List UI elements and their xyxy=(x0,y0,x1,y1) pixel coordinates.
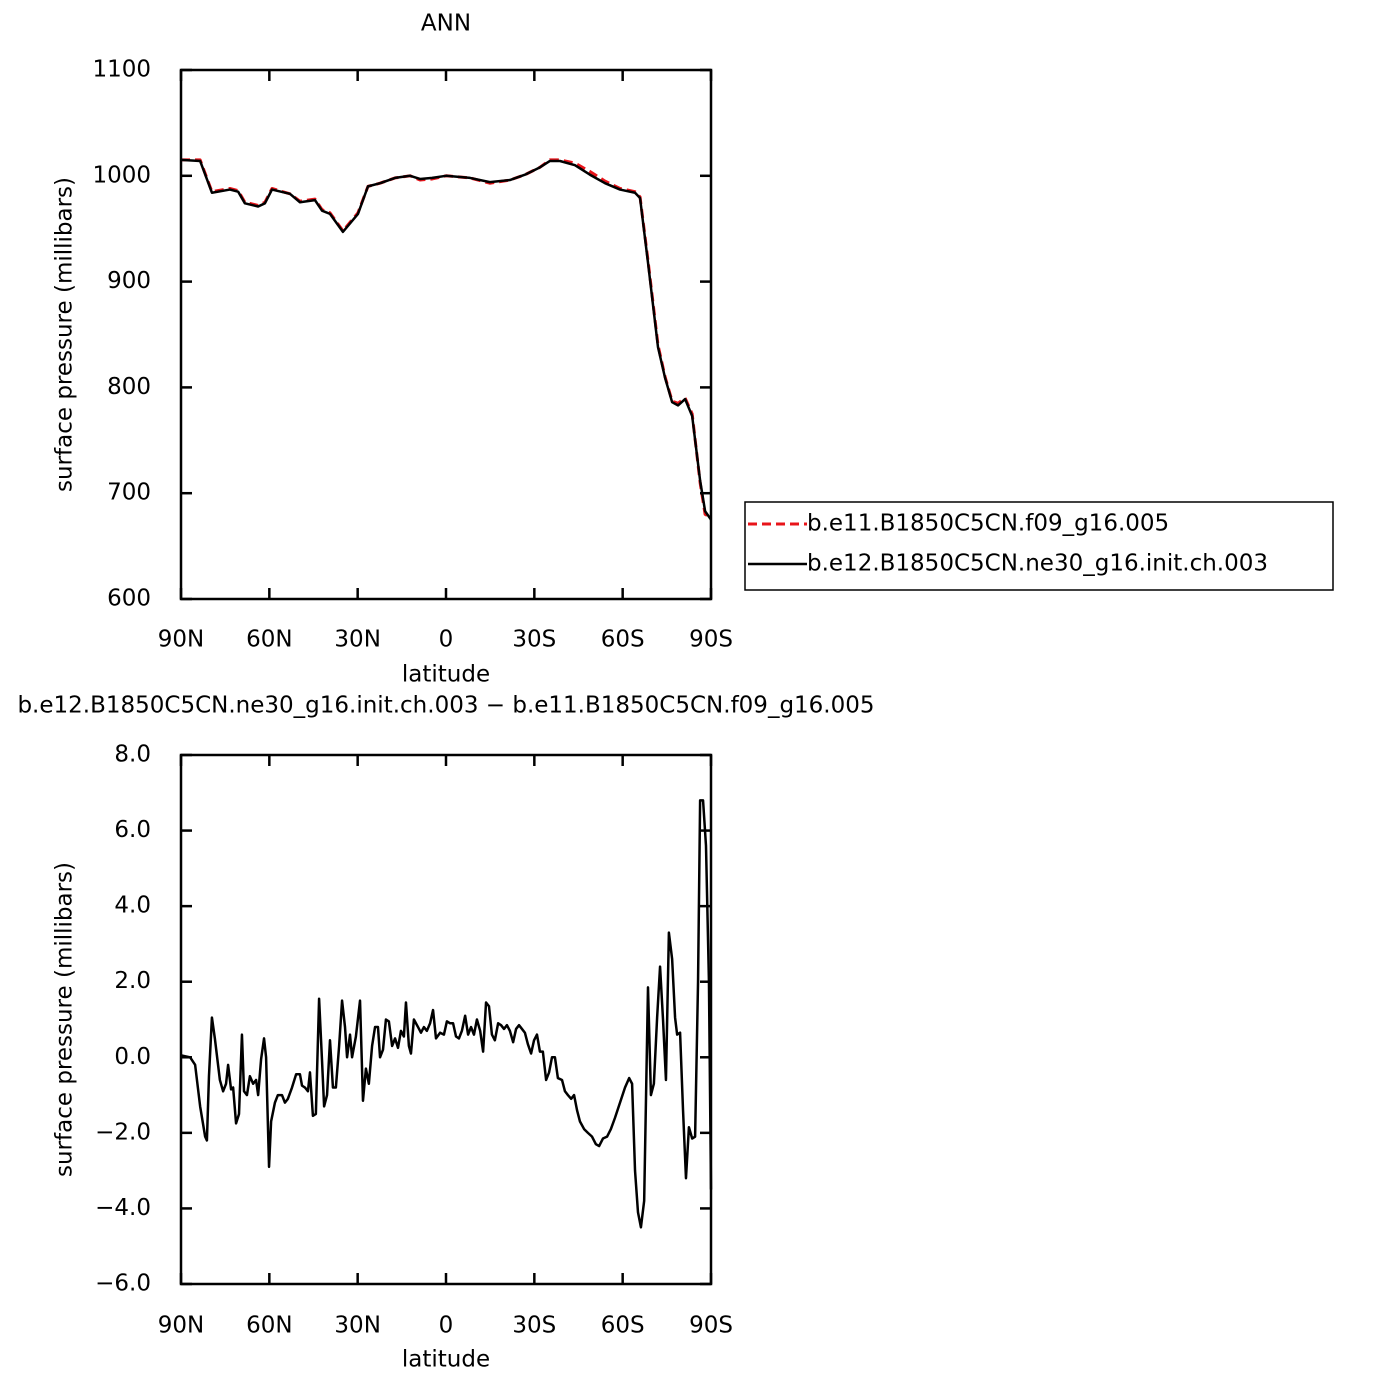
y-tick-label: 900 xyxy=(107,268,151,294)
y-tick-label: 600 xyxy=(107,586,151,612)
chart-title: ANN xyxy=(421,11,471,37)
y-tick-label: 0.0 xyxy=(114,1044,151,1070)
series-line xyxy=(180,158,713,521)
x-tick-label: 60S xyxy=(601,1313,645,1339)
y-tick-label: −6.0 xyxy=(95,1271,151,1297)
x-tick-label: 90S xyxy=(689,1313,733,1339)
x-tick-label: 0 xyxy=(439,1313,454,1339)
x-tick-label: 90N xyxy=(158,1313,204,1339)
x-tick-label: 30N xyxy=(334,627,380,653)
y-tick-label: 800 xyxy=(107,374,151,400)
y-tick-label: 1100 xyxy=(92,57,151,83)
series-line xyxy=(180,799,713,1229)
legend: b.e11.B1850C5CN.f09_g16.005 b.e12.B1850C5… xyxy=(744,501,1334,591)
y-tick-label: 8.0 xyxy=(114,742,151,768)
y-tick-label: −2.0 xyxy=(95,1119,151,1145)
y-tick-label: 2.0 xyxy=(114,968,151,994)
y-tick-label: 4.0 xyxy=(114,893,151,919)
y-tick-label: 6.0 xyxy=(114,817,151,843)
x-tick-label: 60N xyxy=(246,1313,292,1339)
legend-label: b.e12.B1850C5CN.ne30_g16.init.ch.003 xyxy=(807,551,1268,577)
y-axis-label: surface pressure (millibars) xyxy=(52,177,78,492)
x-tick-label: 60N xyxy=(246,627,292,653)
y-tick-label: 1000 xyxy=(92,162,151,188)
plot-frame xyxy=(179,68,713,601)
x-tick-label: 90N xyxy=(158,627,204,653)
plot-frame xyxy=(179,753,713,1286)
legend-box xyxy=(744,501,1334,591)
y-tick-label: 700 xyxy=(107,480,151,506)
y-axis-label: surface pressure (millibars) xyxy=(52,862,78,1177)
x-axis-label: latitude xyxy=(402,1347,490,1373)
y-tick-label: −4.0 xyxy=(95,1195,151,1221)
legend-label: b.e11.B1850C5CN.f09_g16.005 xyxy=(807,511,1169,537)
x-axis-label: latitude xyxy=(402,662,490,688)
series-line xyxy=(181,158,712,519)
x-tick-label: 30S xyxy=(512,1313,556,1339)
chart-title: b.e12.B1850C5CN.ne30_g16.init.ch.003 − b… xyxy=(17,693,874,719)
x-tick-label: 60S xyxy=(601,627,645,653)
x-tick-label: 90S xyxy=(689,627,733,653)
x-tick-label: 30N xyxy=(334,1313,380,1339)
x-tick-label: 30S xyxy=(512,627,556,653)
x-tick-label: 0 xyxy=(439,627,454,653)
